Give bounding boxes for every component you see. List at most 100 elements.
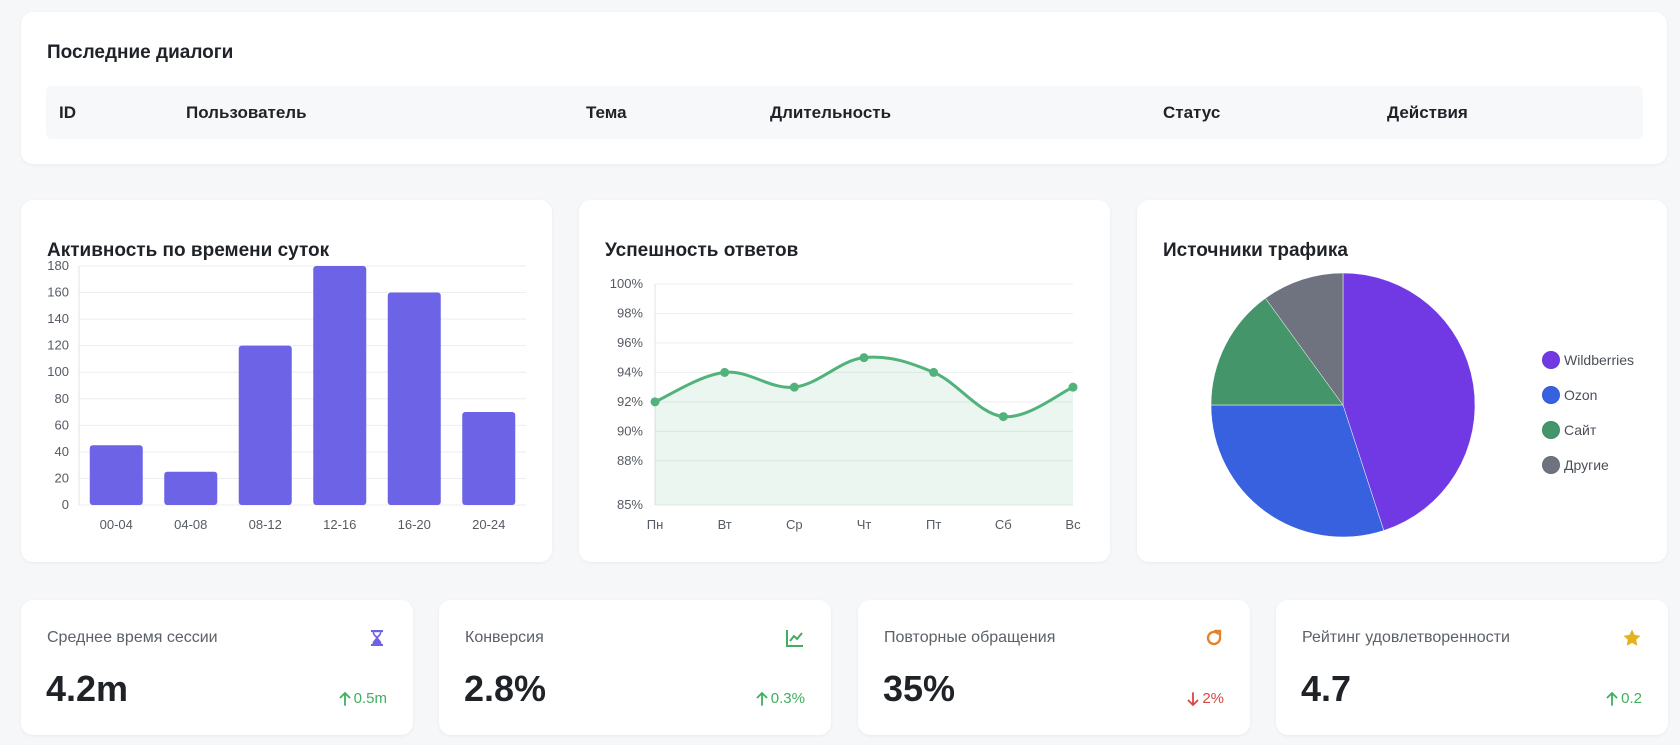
dialogs-table-header: ID Пользователь Тема Длительность Статус… bbox=[46, 86, 1643, 139]
bar-16-20 bbox=[387, 292, 441, 505]
legend-item[interactable]: Сайт bbox=[1542, 412, 1634, 447]
bar-12-16 bbox=[313, 266, 367, 505]
recent-dialogs-title: Последние диалоги bbox=[47, 42, 234, 63]
y-tick-label: 100 bbox=[47, 364, 69, 379]
y-tick-label: 88% bbox=[617, 453, 643, 468]
y-tick-label: 140 bbox=[47, 311, 69, 326]
y-tick-label: 94% bbox=[617, 364, 643, 379]
point-Вт bbox=[720, 367, 730, 377]
legend-item[interactable]: Wildberries bbox=[1542, 342, 1634, 377]
legend-swatch bbox=[1542, 385, 1560, 404]
stat-value: 4.2m bbox=[46, 668, 129, 709]
legend-label: Другие bbox=[1564, 456, 1609, 473]
traffic-chart-card: Источники трафика Wildberries Ozon Сайт Дру… bbox=[1137, 200, 1667, 562]
x-tick-label: 12-16 bbox=[323, 517, 356, 532]
point-Вс bbox=[1068, 382, 1078, 392]
activity-chart-title: Активность по времени суток bbox=[47, 240, 330, 261]
arrow-down-icon bbox=[1187, 691, 1199, 706]
x-tick-label: Сб bbox=[995, 517, 1012, 532]
stat-card-session-time: Среднее время сессии 4.2m 0.5m bbox=[21, 600, 413, 735]
stat-label: Среднее время сессии bbox=[47, 629, 218, 646]
legend-label: Ozon bbox=[1564, 386, 1598, 403]
arrow-up-icon bbox=[339, 691, 351, 706]
stat-change-value: 0.5m bbox=[353, 690, 387, 707]
y-tick-label: 80 bbox=[55, 391, 69, 406]
point-Пт bbox=[929, 367, 939, 377]
column-id[interactable]: ID bbox=[59, 103, 76, 122]
x-tick-label: Пт bbox=[926, 517, 941, 532]
y-tick-label: 0 bbox=[62, 497, 69, 512]
recent-dialogs-card: Последние диалоги ID Пользователь Тема Д… bbox=[21, 12, 1667, 164]
traffic-chart-title: Источники трафика bbox=[1163, 240, 1348, 261]
stat-label: Конверсия bbox=[465, 629, 544, 646]
stat-change: 2% bbox=[1187, 690, 1224, 707]
x-tick-label: Чт bbox=[857, 517, 872, 532]
stat-value: 35% bbox=[883, 668, 956, 709]
traffic-pie-chart bbox=[1210, 272, 1476, 538]
stat-label: Рейтинг удовлетворенности bbox=[1302, 629, 1510, 646]
activity-bar-chart: 0 20 40 60 80 100 120 140 160 180 00-04 04-08 08-12 1… bbox=[47, 258, 526, 532]
star-icon bbox=[1623, 629, 1641, 646]
success-chart-card: Успешность ответов 85% 88% 90% 92% 94% 96% 98%… bbox=[579, 200, 1110, 562]
line-area bbox=[655, 357, 1073, 505]
pie-slice-Другие bbox=[1265, 272, 1344, 406]
column-duration[interactable]: Длительность bbox=[770, 103, 892, 122]
column-actions[interactable]: Действия bbox=[1387, 103, 1468, 122]
pie-slice-Сайт bbox=[1210, 297, 1344, 406]
y-tick-label: 85% bbox=[617, 497, 643, 512]
y-tick-label: 100% bbox=[610, 276, 644, 291]
arrow-up-icon bbox=[756, 691, 768, 706]
bar-20-24 bbox=[462, 412, 516, 505]
y-tick-label: 120 bbox=[47, 338, 69, 353]
success-line-chart: 85% 88% 90% 92% 94% 96% 98% 100% Пн Вт Ср Чт Пт Сб Вс bbox=[610, 276, 1081, 532]
legend-label: Сайт bbox=[1564, 421, 1597, 438]
y-tick-label: 60 bbox=[55, 417, 69, 432]
bar-08-12 bbox=[238, 345, 292, 505]
x-tick-label: 04-08 bbox=[174, 517, 207, 532]
y-tick-label: 96% bbox=[617, 335, 643, 350]
y-tick-label: 90% bbox=[617, 423, 643, 438]
legend-swatch bbox=[1542, 455, 1560, 474]
stat-change-value: 2% bbox=[1202, 690, 1224, 707]
stat-card-repeat-requests: Повторные обращения 35% 2% bbox=[858, 600, 1250, 735]
legend-swatch bbox=[1542, 420, 1560, 439]
point-Чт bbox=[859, 353, 869, 363]
y-tick-label: 98% bbox=[617, 305, 643, 320]
legend-item[interactable]: Другие bbox=[1542, 447, 1634, 482]
hourglass-icon bbox=[371, 630, 383, 646]
x-tick-label: 16-20 bbox=[398, 517, 431, 532]
x-tick-label: 08-12 bbox=[249, 517, 282, 532]
y-tick-label: 40 bbox=[55, 444, 69, 459]
y-tick-label: 92% bbox=[617, 394, 643, 409]
traffic-legend: Wildberries Ozon Сайт Другие bbox=[1542, 342, 1634, 482]
stat-value: 4.7 bbox=[1301, 668, 1352, 709]
point-Сб bbox=[998, 412, 1008, 422]
legend-label: Wildberries bbox=[1564, 351, 1635, 368]
column-user[interactable]: Пользователь bbox=[186, 103, 307, 122]
arrow-up-icon bbox=[1606, 691, 1618, 706]
column-topic[interactable]: Тема bbox=[586, 103, 627, 122]
x-tick-label: 00-04 bbox=[100, 517, 133, 532]
stat-change-value: 0.3% bbox=[770, 690, 805, 707]
stat-card-satisfaction: Рейтинг удовлетворенности 4.7 0.2 bbox=[1276, 600, 1668, 735]
activity-chart-card: Активность по времени суток 0 20 40 60 80 100… bbox=[21, 200, 552, 562]
point-Ср bbox=[789, 382, 799, 392]
x-tick-label: Вс bbox=[1065, 517, 1081, 532]
stat-change: 0.3% bbox=[756, 690, 805, 707]
x-tick-label: 20-24 bbox=[472, 517, 505, 532]
x-tick-label: Вт bbox=[718, 517, 732, 532]
point-Пн bbox=[650, 397, 660, 407]
y-tick-label: 20 bbox=[55, 470, 69, 485]
stat-change: 0.2 bbox=[1606, 690, 1642, 707]
legend-item[interactable]: Ozon bbox=[1542, 377, 1634, 412]
stat-change: 0.5m bbox=[339, 690, 387, 707]
x-tick-label: Пн bbox=[647, 517, 664, 532]
x-tick-label: Ср bbox=[786, 517, 803, 532]
refresh-icon bbox=[1206, 629, 1222, 646]
bar-00-04 bbox=[89, 445, 143, 505]
stat-label: Повторные обращения bbox=[884, 629, 1056, 646]
column-status[interactable]: Статус bbox=[1163, 103, 1221, 122]
bar-04-08 bbox=[164, 471, 218, 505]
stat-card-conversion: Конверсия 2.8% 0.3% bbox=[439, 600, 831, 735]
pie-slice-Wildberries bbox=[1342, 272, 1476, 531]
